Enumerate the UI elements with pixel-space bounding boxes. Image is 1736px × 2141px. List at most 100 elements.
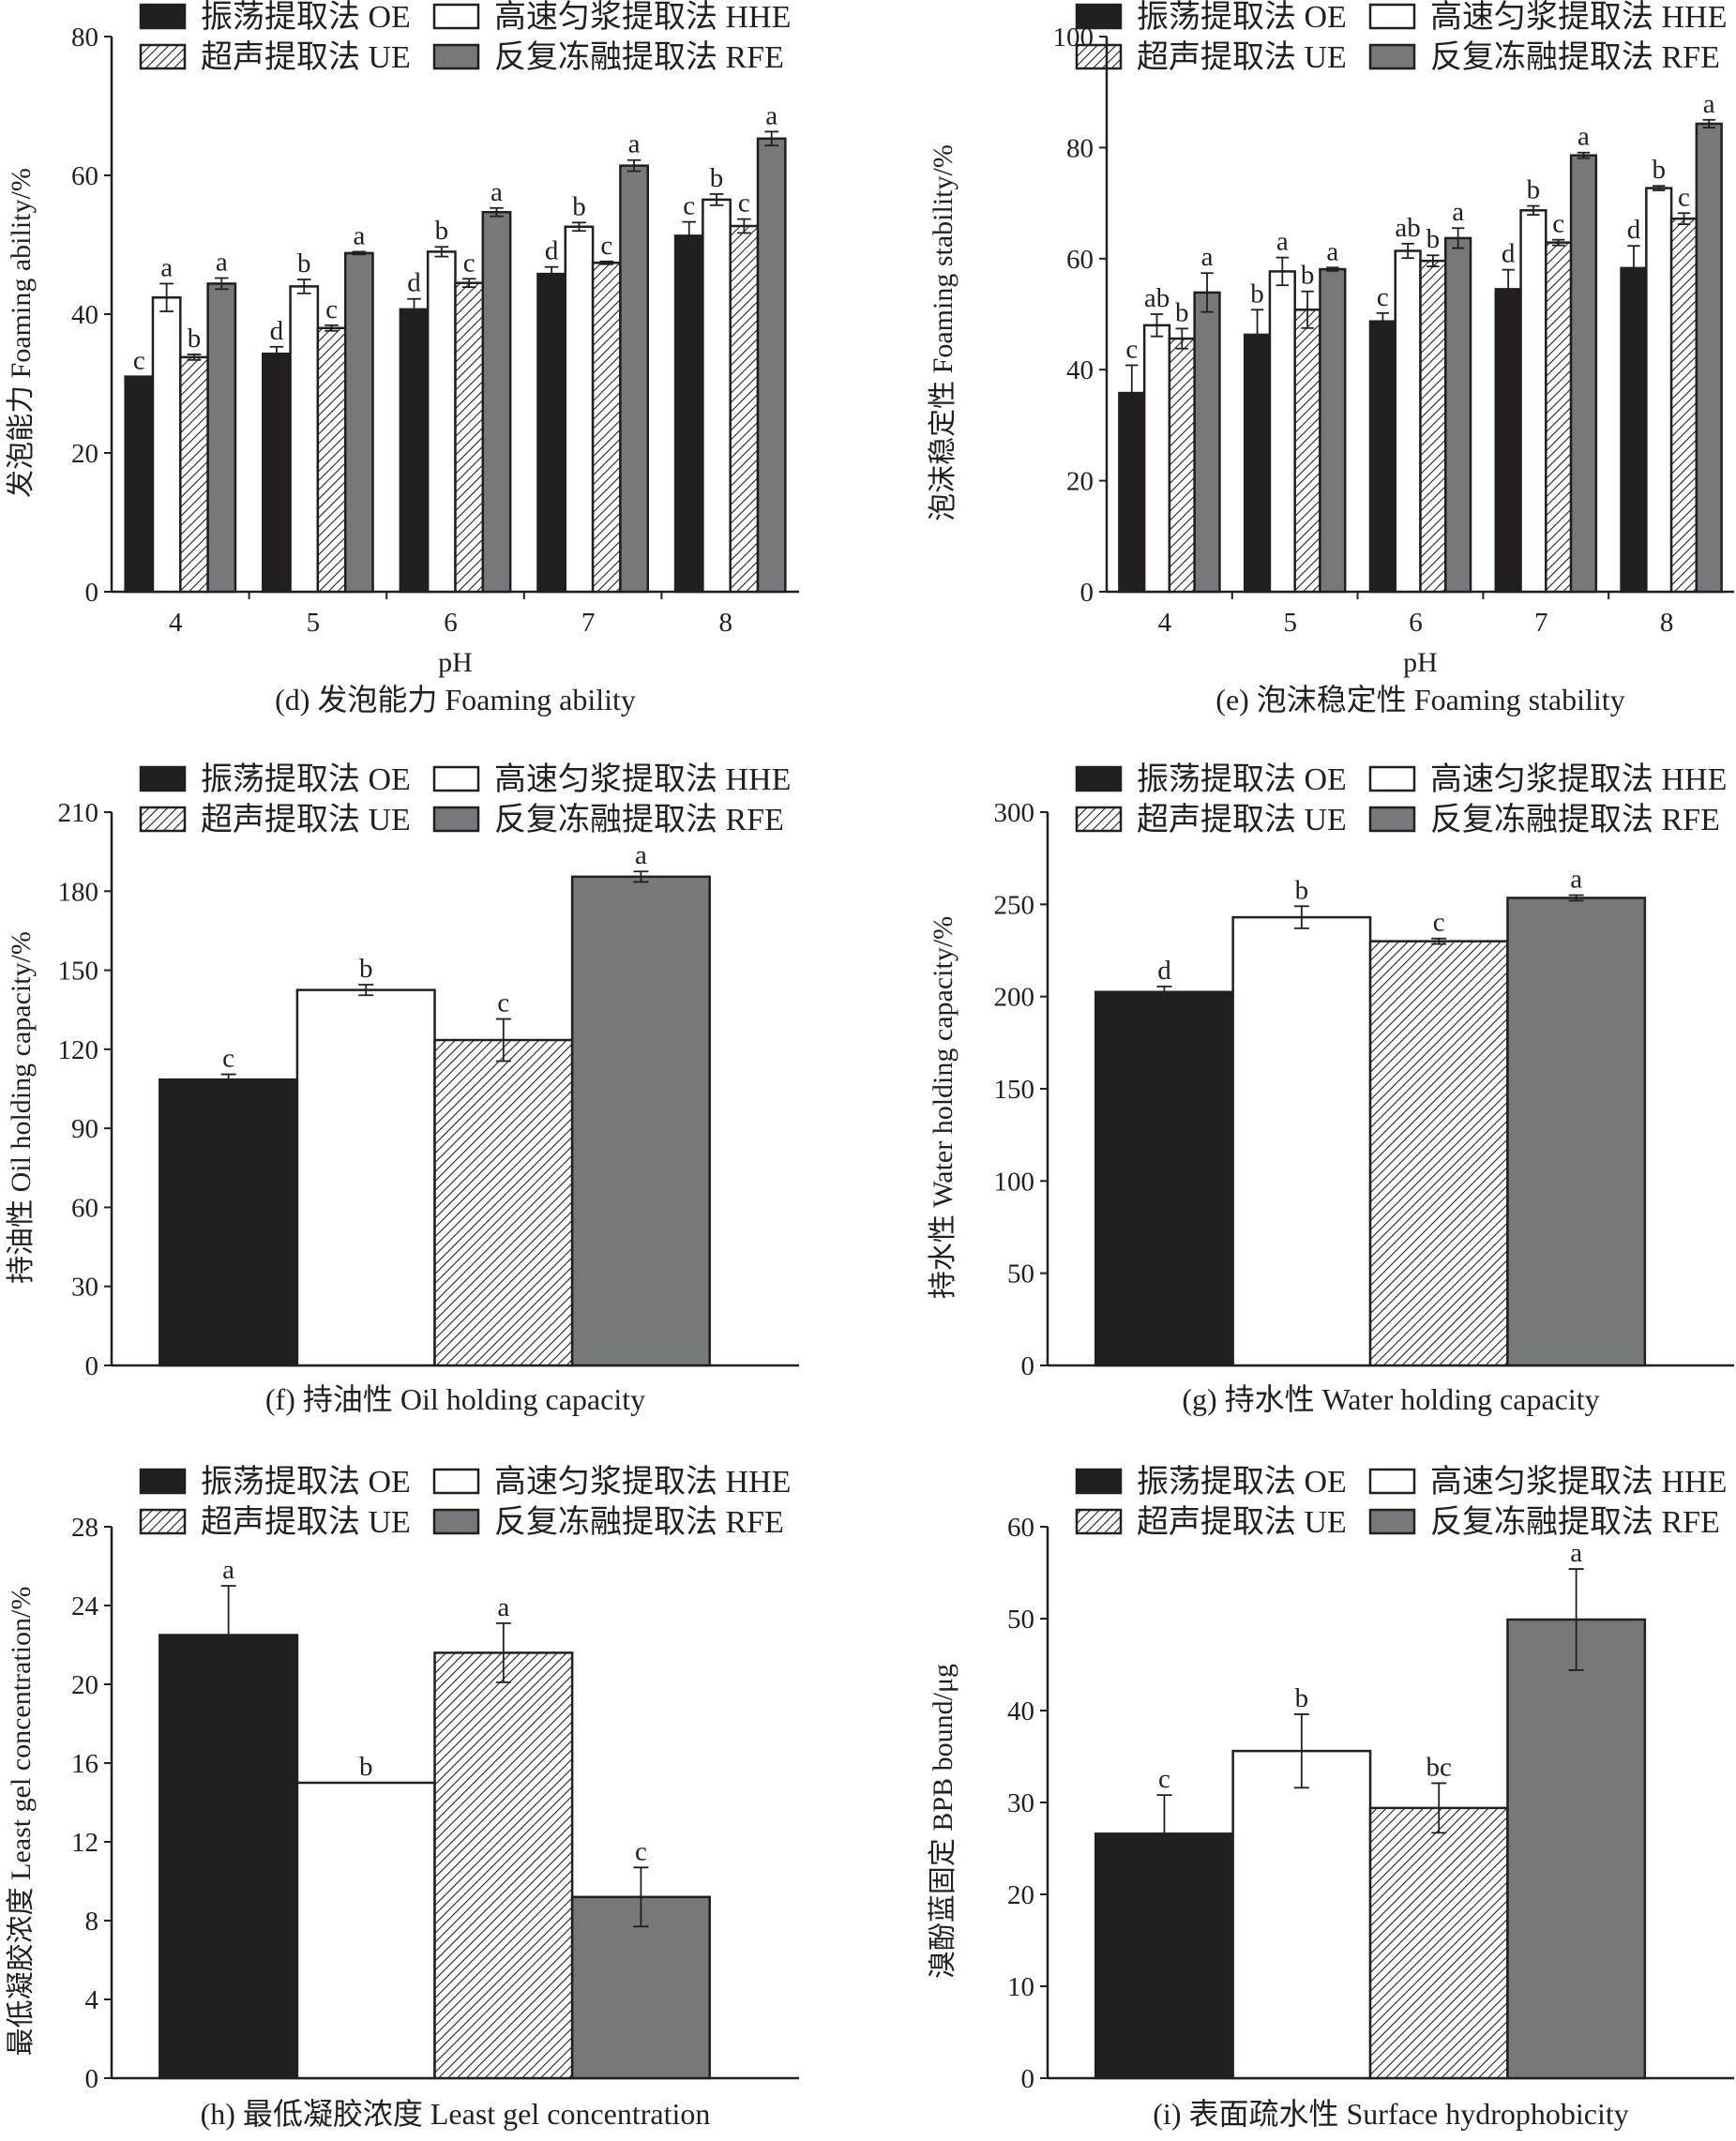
chart-panel-5: 振荡提取法 OE 高速匀浆提取法 HHE 超声提取法 UE 反复冻融提取法 RFE 0 1…: [928, 1464, 1734, 2131]
bar: [1243, 333, 1272, 594]
y-tick-label: 10: [1007, 1972, 1034, 2002]
x-axis-label: pH: [1403, 647, 1438, 678]
y-tick-label: 150: [58, 957, 99, 987]
y-tick-label: 8: [85, 1907, 99, 1937]
bar: [343, 251, 374, 594]
significance-letter: c: [133, 346, 145, 376]
bar: [289, 285, 320, 594]
y-tick-label: 50: [1007, 1605, 1034, 1635]
significance-letter: b: [1175, 297, 1189, 327]
bar: [262, 352, 292, 594]
legend-swatch: [1075, 3, 1123, 30]
significance-letter: b: [1295, 875, 1309, 905]
legend-swatch: [432, 43, 480, 70]
bar: [756, 137, 787, 594]
bar: [673, 234, 704, 594]
bar: [1118, 391, 1146, 594]
y-tick-label: 20: [71, 439, 98, 469]
significance-letter: a: [497, 1592, 509, 1622]
bar: [1695, 122, 1723, 594]
legend-swatch: [1075, 1468, 1123, 1495]
significance-letter: a: [765, 100, 777, 130]
significance-letter: b: [1295, 1683, 1309, 1713]
legend-label: 高速匀浆提取法 HHE: [1430, 761, 1727, 797]
y-tick-label: 20: [1007, 1880, 1034, 1910]
bar: [159, 1078, 299, 1367]
x-tick-label: 8: [1660, 608, 1674, 638]
significance-letter: c: [1158, 1764, 1170, 1794]
chart-panel-4: 振荡提取法 OE 高速匀浆提取法 HHE 超声提取法 UE 反复冻融提取法 RFE 0 4…: [6, 1464, 799, 2131]
significance-letter: c: [222, 1044, 234, 1074]
bar: [1168, 337, 1196, 594]
significance-letter: d: [1627, 215, 1641, 245]
significance-letter: d: [270, 316, 284, 346]
legend-swatch: [1075, 765, 1123, 792]
legend-swatch: [139, 1468, 187, 1495]
significance-letter: b: [188, 324, 202, 354]
chart-panel-3: 振荡提取法 OE 高速匀浆提取法 HHE 超声提取法 UE 反复冻融提取法 RFE 0 5…: [928, 761, 1734, 1416]
x-tick-label: 7: [1534, 608, 1548, 638]
significance-letter: ab: [1144, 283, 1170, 313]
y-tick-label: 80: [71, 23, 98, 53]
y-tick-label: 40: [1066, 355, 1094, 385]
y-tick-label: 300: [994, 798, 1035, 828]
legend-label: 高速匀浆提取法 HHE: [494, 0, 791, 35]
significance-letter: a: [1326, 236, 1338, 266]
significance-letter: c: [1125, 334, 1138, 364]
bar: [433, 1038, 574, 1367]
legend-swatch: [139, 3, 187, 30]
x-tick-label: 6: [1409, 608, 1423, 638]
legend-swatch: [1368, 806, 1416, 833]
bar: [159, 1634, 299, 2080]
significance-letter: c: [1377, 282, 1389, 312]
bar: [570, 875, 711, 1367]
chart-panel-1: 振荡提取法 OE 高速匀浆提取法 HHE 超声提取法 UE 反复冻融提取法 RFE 0 2…: [928, 0, 1734, 716]
y-tick-label: 150: [994, 1075, 1035, 1105]
legend-label: 超声提取法 UE: [201, 1504, 411, 1540]
y-tick-label: 100: [1053, 23, 1094, 53]
legend-label: 反复冻融提取法 RFE: [1430, 802, 1720, 837]
legend-swatch: [1368, 3, 1416, 30]
y-axis-label: 最低凝胶浓度 Least gel concentration/%: [6, 1587, 37, 2057]
y-axis-label: 持水性 Water holding capacity/%: [928, 916, 959, 1299]
legend: 振荡提取法 OE 高速匀浆提取法 HHE 超声提取法 UE 反复冻融提取法 RFE: [1075, 1464, 1727, 1540]
significance-letter: c: [1433, 908, 1445, 938]
significance-letter: c: [463, 248, 476, 278]
bar: [151, 295, 182, 594]
legend-label: 振荡提取法 OE: [1137, 0, 1347, 35]
bar: [1368, 1806, 1509, 2080]
bar: [1193, 291, 1221, 594]
significance-letter: a: [1577, 122, 1590, 152]
legend-swatch: [432, 806, 480, 833]
y-tick-label: 12: [71, 1828, 98, 1858]
y-tick-label: 0: [1021, 1351, 1035, 1381]
legend: 振荡提取法 OE 高速匀浆提取法 HHE 超声提取法 UE 反复冻融提取法 RFE: [139, 761, 791, 837]
bar: [206, 282, 237, 594]
significance-letter: a: [635, 840, 647, 870]
y-tick-label: 100: [994, 1167, 1035, 1197]
legend-label: 反复冻融提取法 RFE: [494, 1504, 784, 1540]
bar: [179, 355, 209, 594]
bar: [295, 1781, 436, 2080]
legend-label: 高速匀浆提取法 HHE: [494, 1464, 791, 1500]
legend-swatch: [1075, 1508, 1123, 1535]
legend-swatch: [432, 3, 480, 30]
significance-letter: c: [600, 231, 612, 261]
y-tick-label: 0: [85, 2064, 99, 2094]
y-tick-label: 200: [994, 983, 1035, 1013]
bar: [1319, 267, 1347, 594]
legend: 振荡提取法 OE 高速匀浆提取法 HHE 超声提取法 UE 反复冻融提取法 RFE: [139, 1464, 791, 1540]
chart-caption: (i) 表面疏水性 Surface hydrophobicity: [1153, 2097, 1628, 2131]
y-tick-label: 210: [58, 798, 99, 828]
significance-letter: c: [683, 191, 695, 221]
bar: [1569, 154, 1598, 594]
x-tick-label: 8: [718, 608, 732, 638]
significance-letter: a: [1570, 1538, 1582, 1568]
legend-label: 超声提取法 UE: [1137, 1504, 1347, 1540]
bar: [1142, 324, 1171, 594]
y-tick-label: 80: [1066, 133, 1094, 163]
significance-letter: d: [407, 268, 421, 298]
bar: [1268, 270, 1296, 594]
y-tick-label: 24: [71, 1591, 99, 1621]
